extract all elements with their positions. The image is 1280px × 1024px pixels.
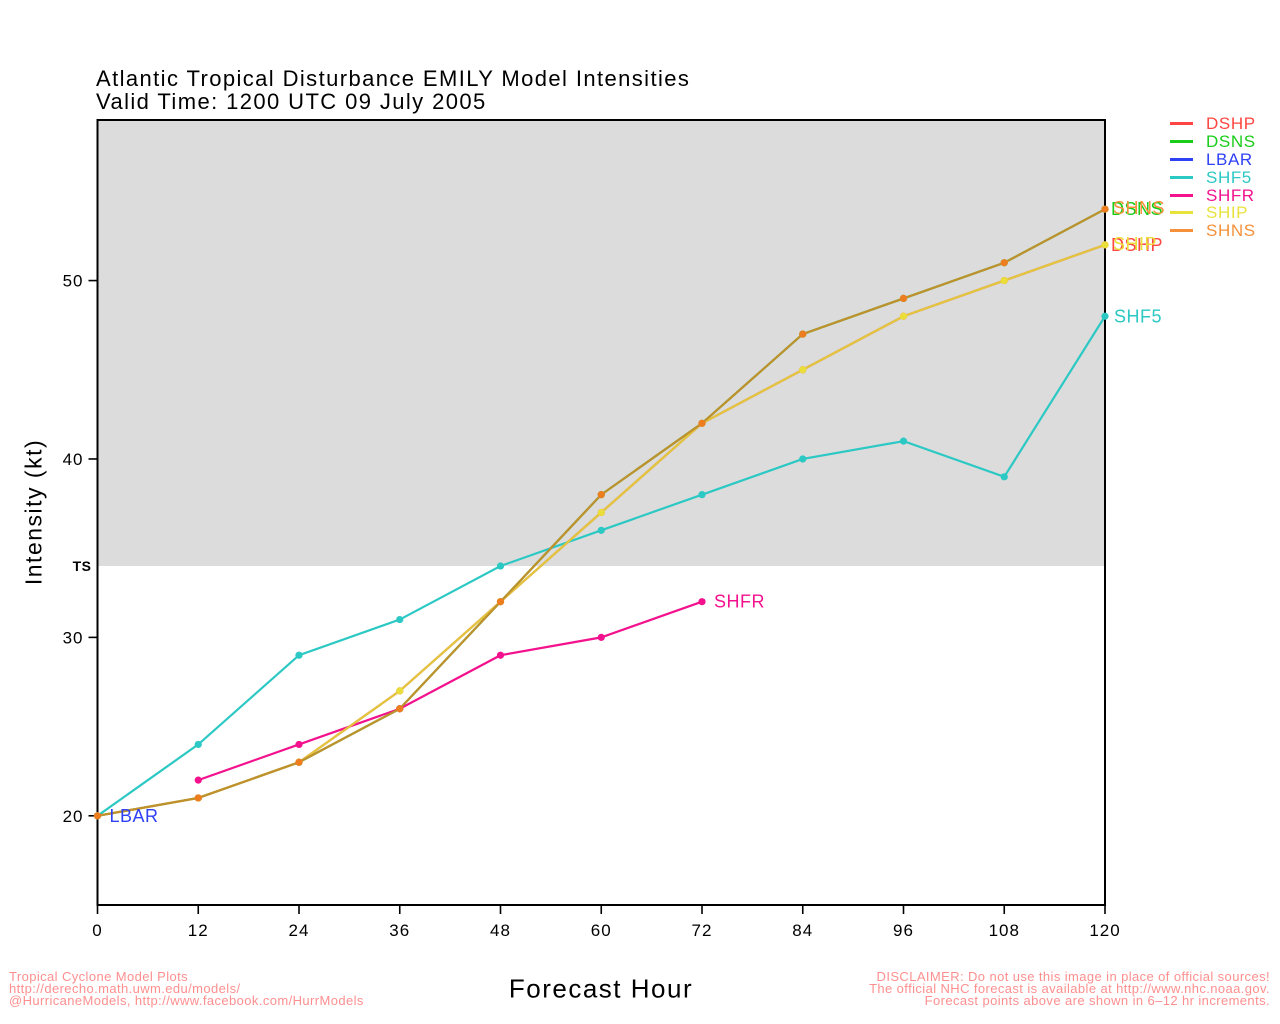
data-point — [899, 437, 908, 445]
chart-title: Atlantic Tropical Disturbance EMILY Mode… — [96, 66, 691, 91]
x-tick-label: 36 — [389, 921, 410, 940]
series-SHNS — [93, 205, 1109, 820]
y-tick-label: 50 — [63, 272, 84, 291]
data-point — [194, 740, 202, 749]
series-SHFR — [194, 598, 706, 784]
disclaimer-line: DISCLAIMER: Do not use this image in pla… — [876, 969, 1270, 984]
legend-dash-icon — [1170, 211, 1193, 215]
legend-label: SHNS — [1206, 221, 1256, 241]
x-tick-label: 84 — [792, 921, 813, 940]
line-label-shf5: SHF5 — [1114, 306, 1162, 326]
legend-item-dshp: DSHP — [1170, 115, 1256, 133]
data-point — [899, 294, 908, 303]
legend-dash-icon — [1170, 229, 1193, 233]
data-point — [295, 740, 303, 749]
data-point — [899, 312, 908, 320]
data-point — [1101, 241, 1109, 249]
data-point — [1101, 312, 1109, 320]
legend-dash-icon — [1170, 157, 1193, 161]
data-point — [799, 455, 807, 463]
legend-label: DSHP — [1206, 114, 1256, 134]
y-tick-label: 30 — [63, 628, 84, 647]
credit-line: http://derecho.math.uwm.edu/models/ — [9, 981, 241, 996]
data-point — [496, 562, 505, 570]
data-point — [597, 633, 605, 641]
line-label-lbar: LBAR — [110, 806, 159, 826]
credit-line: @HurricaneModels, http://www.facebook.co… — [9, 993, 364, 1008]
legend-dash-icon — [1170, 122, 1193, 126]
legend: DSHP DSNS LBAR SHF5 SHFR SHIP SHNS — [1170, 115, 1256, 240]
legend-item-shns: SHNS — [1170, 222, 1256, 240]
legend-item-lbar: LBAR — [1170, 151, 1256, 169]
x-tick-label: 12 — [188, 921, 209, 940]
legend-label: SHF5 — [1206, 167, 1252, 187]
data-point — [1101, 205, 1109, 213]
x-tick-label: 120 — [1089, 921, 1120, 940]
data-point — [396, 615, 404, 624]
line-label-shfr: SHFR — [714, 592, 765, 612]
disclaimer-line: Forecast points above are shown in 6–12 … — [924, 993, 1270, 1008]
legend-item-dsns: DSNS — [1170, 133, 1256, 151]
legend-item-shf5: SHF5 — [1170, 168, 1256, 186]
disclaimer-text: DISCLAIMER: Do not use this image in pla… — [869, 969, 1270, 1008]
data-point — [698, 419, 706, 427]
x-tick-label: 72 — [692, 921, 713, 940]
data-point — [1000, 276, 1008, 285]
x-tick-label: 24 — [289, 921, 310, 940]
x-axis-label: Forecast Hour — [508, 973, 694, 1004]
data-point — [597, 508, 605, 517]
line-label-shns: SHNS — [1113, 198, 1165, 218]
legend-dash-icon — [1170, 193, 1193, 197]
x-tick-label: 0 — [92, 921, 102, 940]
line-label-dsns: DSNS — [1111, 199, 1163, 219]
credit-line: Tropical Cyclone Model Plots — [9, 969, 189, 984]
legend-label: SHIP — [1206, 203, 1249, 223]
data-point — [698, 598, 706, 606]
data-point — [396, 687, 404, 695]
chart-subtitle: Valid Time: 1200 UTC 09 July 2005 — [96, 89, 487, 114]
series-line — [197, 600, 703, 782]
data-point — [295, 758, 303, 766]
data-point — [1000, 259, 1008, 267]
credit-text: Tropical Cyclone Model Plots http://derec… — [9, 969, 364, 1008]
data-point — [698, 491, 706, 499]
legend-dash-icon — [1170, 175, 1193, 179]
legend-label: SHFR — [1206, 185, 1255, 205]
legend-item-ship: SHIP — [1170, 204, 1256, 222]
data-point — [396, 705, 404, 713]
data-point — [799, 366, 807, 374]
legend-dash-icon — [1170, 140, 1193, 144]
data-point — [496, 651, 505, 659]
data-point — [194, 794, 202, 802]
y-tick-label: 40 — [63, 450, 84, 469]
x-tick-label: 96 — [893, 921, 914, 940]
legend-label: LBAR — [1206, 149, 1253, 169]
legend-item-shfr: SHFR — [1170, 186, 1256, 204]
data-point — [597, 491, 605, 499]
legend-label: DSNS — [1206, 132, 1256, 152]
ts-shaded-region — [98, 121, 1104, 567]
data-point — [496, 598, 505, 606]
disclaimer-line: The official NHC forecast is available a… — [869, 981, 1270, 996]
x-tick-label: 60 — [591, 921, 612, 940]
data-point — [1000, 473, 1008, 481]
data-point — [93, 812, 102, 820]
line-label-ship: SHIP — [1113, 234, 1157, 254]
y-tick-label: 20 — [63, 807, 84, 826]
data-point — [295, 651, 303, 659]
data-point — [194, 776, 202, 784]
x-tick-label: 48 — [490, 921, 511, 940]
line-label-dshp: DSHP — [1111, 235, 1163, 255]
data-point — [799, 330, 807, 338]
data-point — [597, 526, 605, 534]
ts-threshold-label: TS — [73, 558, 92, 574]
x-tick-label: 108 — [989, 921, 1020, 940]
